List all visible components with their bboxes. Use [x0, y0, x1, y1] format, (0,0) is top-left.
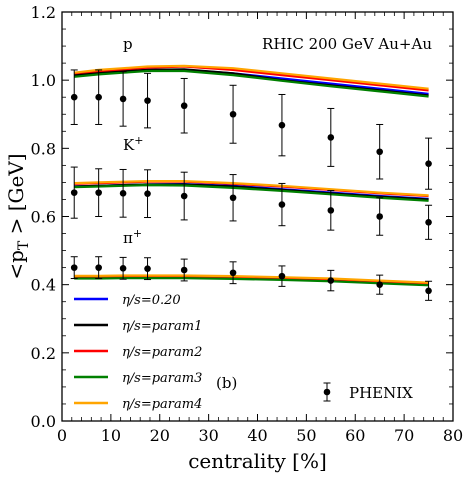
data-point-proton — [70, 93, 78, 101]
data-point-proton — [119, 95, 127, 103]
data-point-kaon — [425, 218, 432, 226]
x-tick-label: 70 — [394, 426, 414, 445]
x-axis-title: centrality [%] — [188, 449, 327, 473]
data-point-proton — [376, 148, 383, 156]
curve-kaon — [74, 180, 429, 197]
data-point-kaon — [95, 189, 102, 196]
data-point-proton — [327, 134, 335, 141]
data-point-proton — [425, 160, 432, 167]
curve-pion — [74, 274, 429, 284]
data-point-kaon — [144, 190, 151, 197]
data-point-kaon — [278, 201, 286, 208]
legend: η/s=0.20 η/s=param1 η/s=param2 η/s=param3 η/… — [74, 293, 413, 412]
legend-label: η/s=param4 — [122, 397, 202, 412]
data-point-kaon — [70, 189, 78, 196]
legend-label: η/s=0.20 — [122, 293, 181, 308]
x-tick-label: 30 — [198, 426, 218, 445]
x-tick-label: 50 — [296, 426, 316, 445]
axis-ticks: 0 10 20 30 40 50 60 70 80 0.0 0.2 0.4 0.6 0.8 1.0 1.2 — [31, 3, 463, 445]
data-point-pion — [180, 266, 188, 274]
data-point-kaon — [180, 192, 188, 200]
x-tick-label: 60 — [345, 426, 365, 445]
data-point-pion — [95, 264, 102, 271]
data-point-kaon — [229, 194, 237, 202]
y-tick-label: 1.2 — [31, 3, 56, 22]
y-tick-label: 0.2 — [31, 344, 56, 363]
curve-pion — [74, 277, 429, 287]
pion-label: π+ — [123, 227, 142, 247]
system-annotation: RHIC 200 GeV Au+Au — [262, 35, 432, 53]
data-point-kaon — [327, 207, 335, 214]
y-axis-title: <pT > [GeV] — [4, 153, 32, 279]
x-tick-label: 40 — [247, 426, 267, 445]
legend-label: η/s=param2 — [122, 345, 202, 360]
legend-marker — [323, 388, 331, 396]
data-point-pion — [119, 265, 127, 272]
legend-label: η/s=param3 — [122, 371, 202, 386]
y-tick-label: 0.6 — [31, 208, 56, 227]
model-curves — [74, 64, 429, 287]
y-tick-label: 0.4 — [31, 276, 56, 295]
x-tick-label: 80 — [443, 426, 463, 445]
x-tick-label: 20 — [150, 426, 170, 445]
kaon-label: K+ — [123, 134, 143, 154]
phenix-data — [70, 69, 433, 301]
curve-proton — [74, 64, 429, 90]
y-tick-label: 0.8 — [31, 139, 56, 158]
data-point-proton — [229, 110, 237, 118]
data-point-kaon — [119, 190, 127, 197]
data-point-kaon — [376, 213, 383, 220]
curve-kaon — [74, 183, 429, 202]
data-point-proton — [144, 97, 151, 104]
data-point-pion — [70, 264, 78, 271]
legend-label: η/s=param1 — [122, 319, 202, 334]
data-point-proton — [180, 102, 188, 110]
data-point-pion — [425, 287, 432, 295]
data-point-proton — [95, 93, 102, 101]
data-point-pion — [327, 277, 335, 284]
y-tick-label: 1.0 — [31, 71, 56, 90]
panel-label: (b) — [216, 374, 237, 392]
y-tick-label: 0.0 — [31, 412, 56, 431]
data-point-pion — [376, 281, 383, 288]
x-tick-label: 0 — [57, 426, 67, 445]
data-point-pion — [144, 265, 151, 272]
plot-frame — [61, 11, 454, 422]
data-point-proton — [278, 121, 286, 129]
data-point-pion — [229, 269, 237, 277]
x-tick-label: 10 — [101, 426, 121, 445]
proton-label: p — [123, 35, 133, 53]
legend-label-phenix: PHENIX — [349, 384, 413, 402]
curve-proton — [74, 69, 429, 98]
data-point-pion — [278, 272, 286, 280]
